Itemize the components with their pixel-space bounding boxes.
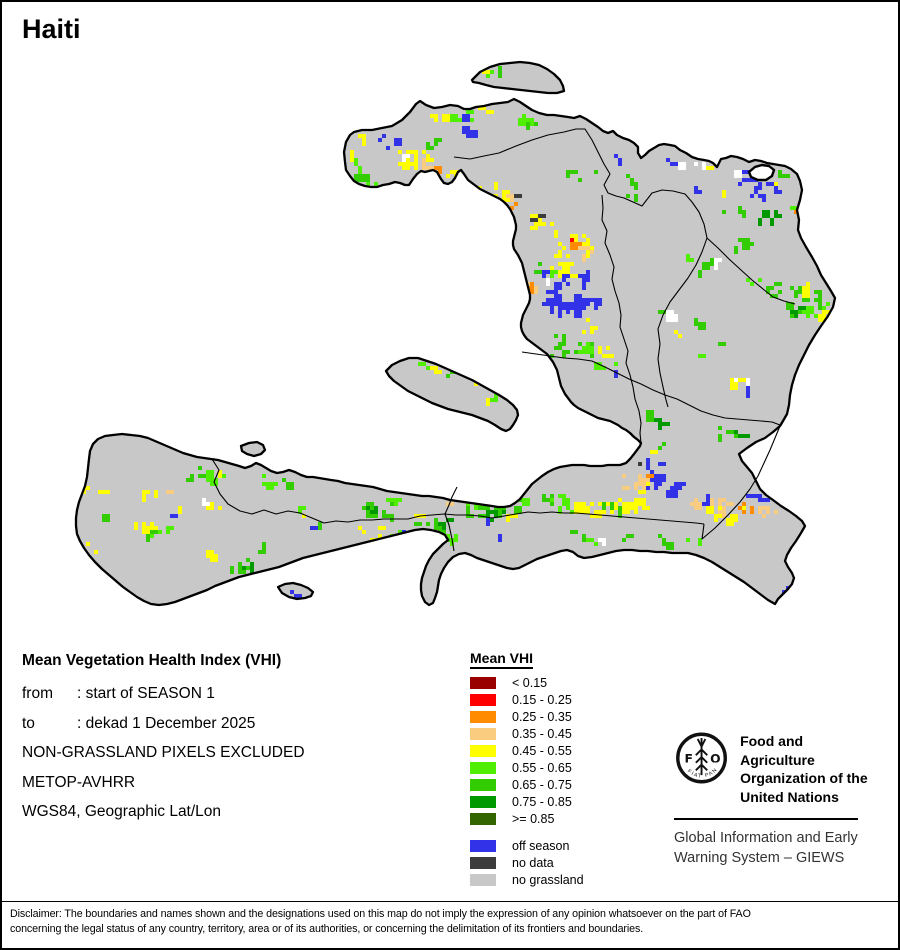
legend-swatch: [470, 762, 496, 774]
legend-swatch: [470, 779, 496, 791]
legend-flag-list: off season no data no grassland: [470, 839, 584, 887]
fao-divider: [674, 818, 858, 820]
legend-class-list: < 0.15 0.15 - 0.25 0.25 - 0.35 0.35 - 0.45 0…: [470, 676, 584, 826]
map-info-block: Mean Vegetation Health Index (VHI) from:…: [22, 652, 305, 827]
legend-row: < 0.15: [470, 676, 584, 690]
legend-swatch: [470, 840, 496, 852]
giews-label: Global Information and Early Warning Sys…: [674, 830, 858, 866]
coastline: [74, 60, 837, 607]
legend-row: no data: [470, 856, 584, 870]
landmass-grande_cayemite: [241, 442, 265, 456]
legend-row: 0.25 - 0.35: [470, 710, 584, 724]
legend-label: 0.35 - 0.45: [512, 727, 572, 741]
map-info-rows: from: start of SEASON 1 to: dekad 1 Decem…: [22, 679, 305, 827]
info-row: from: start of SEASON 1: [22, 685, 215, 702]
disclaimer-divider: [2, 901, 898, 902]
vhi-legend: Mean VHI < 0.15 0.15 - 0.25 0.25 - 0.35 0.3…: [470, 650, 584, 891]
legend-row: 0.45 - 0.55: [470, 744, 584, 758]
legend-row: 0.55 - 0.65: [470, 761, 584, 775]
legend-swatch: [470, 677, 496, 689]
legend-label: 0.65 - 0.75: [512, 778, 572, 792]
info-row: METOP-AVHRR: [22, 773, 136, 791]
landmass-fills: [76, 62, 835, 605]
legend-swatch: [470, 857, 496, 869]
legend-swatch: [470, 813, 496, 825]
legend-row: 0.15 - 0.25: [470, 693, 584, 707]
legend-title: Mean VHI: [470, 650, 534, 669]
legend-label: no grassland: [512, 873, 584, 887]
legend-swatch: [470, 711, 496, 723]
page-title: Haiti: [22, 14, 81, 44]
fao-org-name: Food and Agriculture Organization of the…: [740, 733, 868, 805]
disclaimer-text: Disclaimer: The boundaries and names sho…: [10, 908, 751, 935]
info-row: to: dekad 1 December 2025: [22, 714, 256, 732]
legend-row: >= 0.85: [470, 812, 584, 826]
legend-label: 0.45 - 0.55: [512, 744, 572, 758]
legend-label: 0.55 - 0.65: [512, 761, 572, 775]
legend-label: >= 0.85: [512, 812, 555, 826]
department-boundaries: [211, 128, 796, 552]
legend-row: 0.65 - 0.75: [470, 778, 584, 792]
legend-row: off season: [470, 839, 584, 853]
fao-block: F O FIAT PANIS Food and Agriculture Orga…: [674, 729, 874, 868]
fao-logo-icon: F O FIAT PANIS: [676, 732, 727, 784]
legend-label: 0.25 - 0.35: [512, 710, 572, 724]
legend-row: no grassland: [470, 873, 584, 887]
legend-swatch: [470, 694, 496, 706]
landmass-gonave: [386, 358, 518, 431]
legend-row: 0.35 - 0.45: [470, 727, 584, 741]
landmass-tortuga: [472, 62, 564, 93]
legend-swatch: [470, 745, 496, 757]
info-row: NON-GRASSLAND PIXELS EXCLUDED: [22, 744, 305, 761]
map-info-heading: Mean Vegetation Health Index (VHI): [22, 652, 282, 669]
svg-text:O: O: [710, 752, 720, 766]
legend-label: off season: [512, 839, 570, 853]
svg-text:F: F: [684, 752, 692, 766]
lagoon: [747, 163, 776, 182]
legend-swatch: [470, 796, 496, 808]
legend-label: 0.75 - 0.85: [512, 795, 572, 809]
info-row: WGS84, Geographic Lat/Lon: [22, 803, 222, 820]
legend-row: 0.75 - 0.85: [470, 795, 584, 809]
legend-label: < 0.15: [512, 676, 548, 690]
legend-label: 0.15 - 0.25: [512, 693, 572, 707]
legend-label: no data: [512, 856, 554, 870]
legend-swatch: [470, 728, 496, 740]
legend-swatch: [470, 874, 496, 886]
